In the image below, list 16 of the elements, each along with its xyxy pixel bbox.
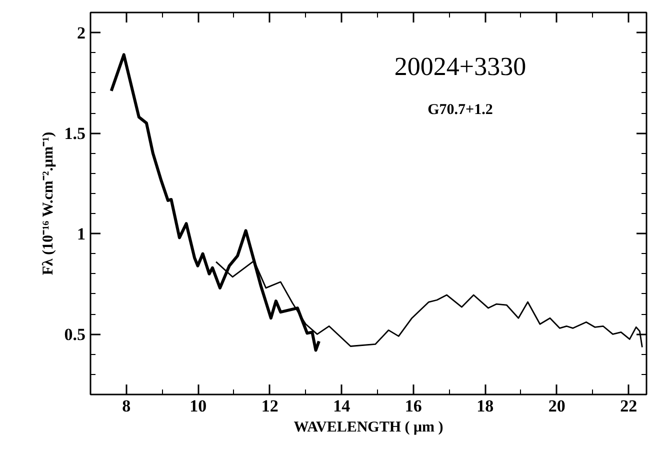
x-tick-label: 20 [548, 396, 566, 416]
x-tick-label: 10 [190, 396, 207, 416]
y-axis-title: Fλ (10⁻¹⁶ W.cm⁻².μm⁻¹) [40, 132, 56, 276]
y-tick-label: 1.5 [64, 124, 86, 144]
x-tick-label: 14 [333, 396, 351, 416]
x-tick-label: 16 [404, 396, 422, 416]
annotation: 20024+3330 [394, 52, 526, 81]
x-tick-label: 12 [261, 396, 278, 416]
annotation: G70.7+1.2 [428, 102, 493, 118]
y-tick-label: 2 [77, 24, 86, 43]
y-tick-label: 0.5 [64, 325, 86, 344]
x-axis-title: WAVELENGTH ( μm ) [294, 420, 444, 436]
x-tick-label: 8 [122, 396, 131, 416]
x-tick-label: 22 [620, 396, 638, 416]
x-tick-label: 18 [476, 396, 494, 416]
y-tick-label: 1 [77, 224, 86, 244]
